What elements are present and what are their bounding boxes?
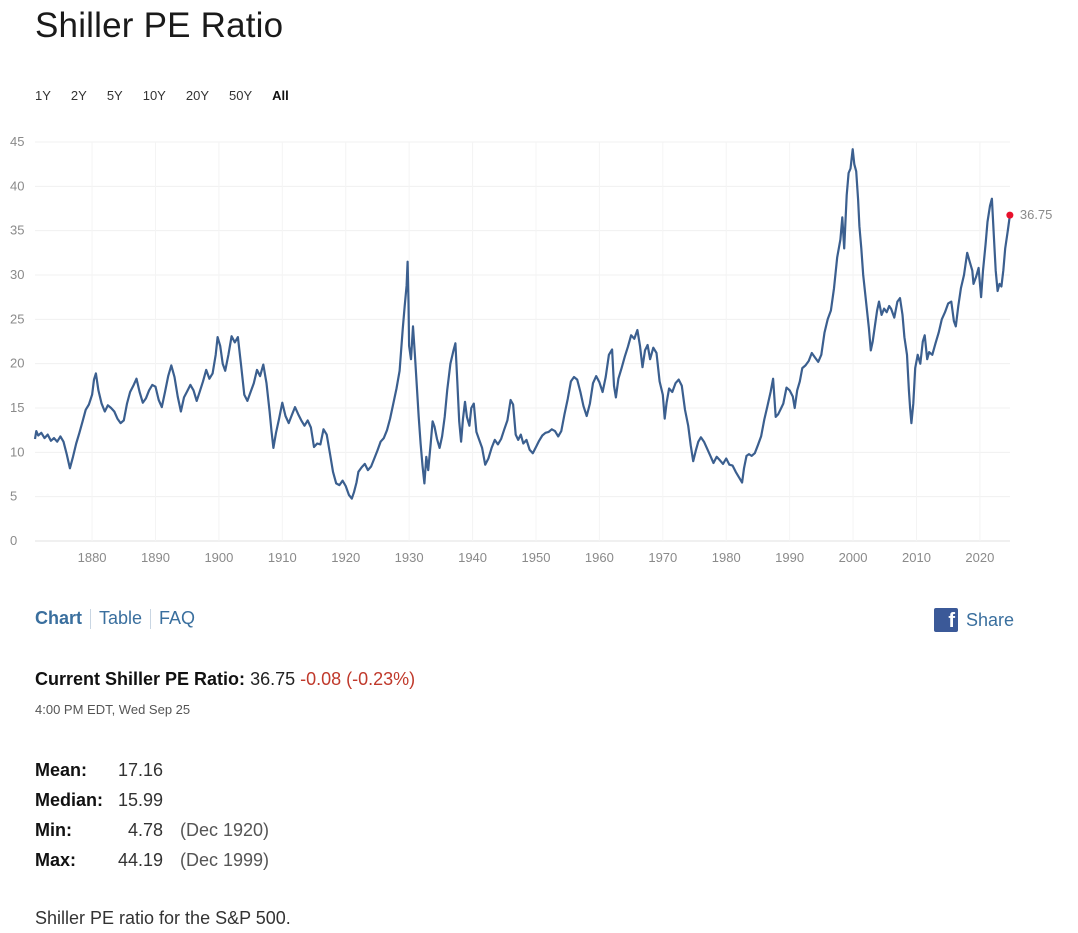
y-tick-label: 15 — [10, 400, 24, 415]
range-1y-button[interactable]: 1Y — [35, 88, 51, 103]
x-tick-label: 1890 — [141, 550, 170, 565]
x-tick-label: 1920 — [331, 550, 360, 565]
shiller-pe-chart[interactable]: 0 5 10 15 20 25 30 35 40 45 1880 1890 1900 1910 1920 19… — [0, 128, 1078, 578]
view-tabs: Chart Table FAQ — [35, 608, 203, 629]
y-tick-label: 0 — [10, 533, 17, 548]
x-tick-label: 1980 — [712, 550, 741, 565]
y-tick-label: 5 — [10, 489, 17, 504]
stat-label: Max: — [35, 850, 77, 870]
last-value-point — [1006, 211, 1014, 219]
stat-row-mean: Mean: 17.16 — [35, 758, 435, 788]
current-change: -0.08 (-0.23%) — [300, 669, 416, 689]
range-10y-button[interactable]: 10Y — [142, 88, 166, 103]
x-tick-label: 1900 — [204, 550, 233, 565]
x-tick-label: 2000 — [839, 550, 868, 565]
tab-chart[interactable]: Chart — [35, 608, 83, 628]
x-tick-label: 1970 — [648, 550, 677, 565]
y-tick-label: 20 — [10, 356, 24, 371]
x-tick-label: 1990 — [775, 550, 804, 565]
y-tick-label: 30 — [10, 267, 24, 282]
range-all-button[interactable]: All — [272, 88, 289, 103]
range-50y-button[interactable]: 50Y — [229, 88, 253, 103]
range-selector: 1Y 2Y 5Y 10Y 20Y 50Y All — [35, 88, 309, 103]
stat-value: 15.99 — [117, 790, 163, 810]
range-2y-button[interactable]: 2Y — [70, 88, 87, 103]
stat-label: Mean: — [35, 760, 88, 780]
stat-value: 17.16 — [117, 760, 163, 780]
stat-row-min: Min: 4.78 (Dec 1920) — [35, 818, 435, 848]
y-tick-label: 40 — [10, 178, 24, 193]
current-number: 36.75 — [250, 669, 296, 689]
stat-value: 44.19 — [117, 850, 163, 870]
stat-label: Median: — [35, 790, 104, 810]
x-tick-label: 1950 — [522, 550, 551, 565]
tab-faq[interactable]: FAQ — [159, 608, 196, 628]
y-tick-label: 25 — [10, 311, 24, 326]
stat-label: Min: — [35, 820, 72, 840]
x-tick-label: 1940 — [458, 550, 487, 565]
x-tick-label: 2020 — [965, 550, 994, 565]
y-tick-label: 10 — [10, 444, 24, 459]
tab-table[interactable]: Table — [99, 608, 143, 628]
x-tick-label: 1960 — [585, 550, 614, 565]
stats-table: Mean: 17.16 Median: 15.99 Min: 4.78 (Dec… — [35, 758, 435, 878]
facebook-icon: f — [934, 608, 958, 632]
stat-date: (Dec 1999) — [180, 850, 270, 870]
range-20y-button[interactable]: 20Y — [185, 88, 209, 103]
y-tick-label: 35 — [10, 223, 24, 238]
tab-divider — [150, 608, 152, 629]
page-title: Shiller PE Ratio — [35, 6, 284, 45]
x-tick-label: 1880 — [78, 550, 107, 565]
series-line — [33, 148, 1011, 500]
x-tick-label: 1930 — [395, 550, 424, 565]
current-label: Current Shiller PE Ratio: — [35, 669, 246, 689]
current-value: Current Shiller PE Ratio: 36.75 -0.08 (-… — [35, 669, 415, 690]
stat-date: (Dec 1920) — [180, 820, 270, 840]
timestamp: 4:00 PM EDT, Wed Sep 25 — [35, 702, 191, 717]
range-5y-button[interactable]: 5Y — [106, 88, 123, 103]
x-tick-label: 2010 — [902, 550, 931, 565]
share-label: Share — [966, 609, 1015, 630]
stat-row-max: Max: 44.19 (Dec 1999) — [35, 848, 435, 878]
tab-divider — [90, 608, 92, 629]
share-button[interactable]: f Share — [934, 608, 1014, 632]
last-value-label: 36.75 — [1020, 207, 1053, 222]
footnote: Shiller PE ratio for the S&P 500. — [35, 908, 291, 928]
stat-value: 4.78 — [127, 820, 163, 840]
y-tick-label: 45 — [10, 134, 24, 149]
stat-row-median: Median: 15.99 — [35, 788, 435, 818]
x-tick-label: 1910 — [268, 550, 297, 565]
